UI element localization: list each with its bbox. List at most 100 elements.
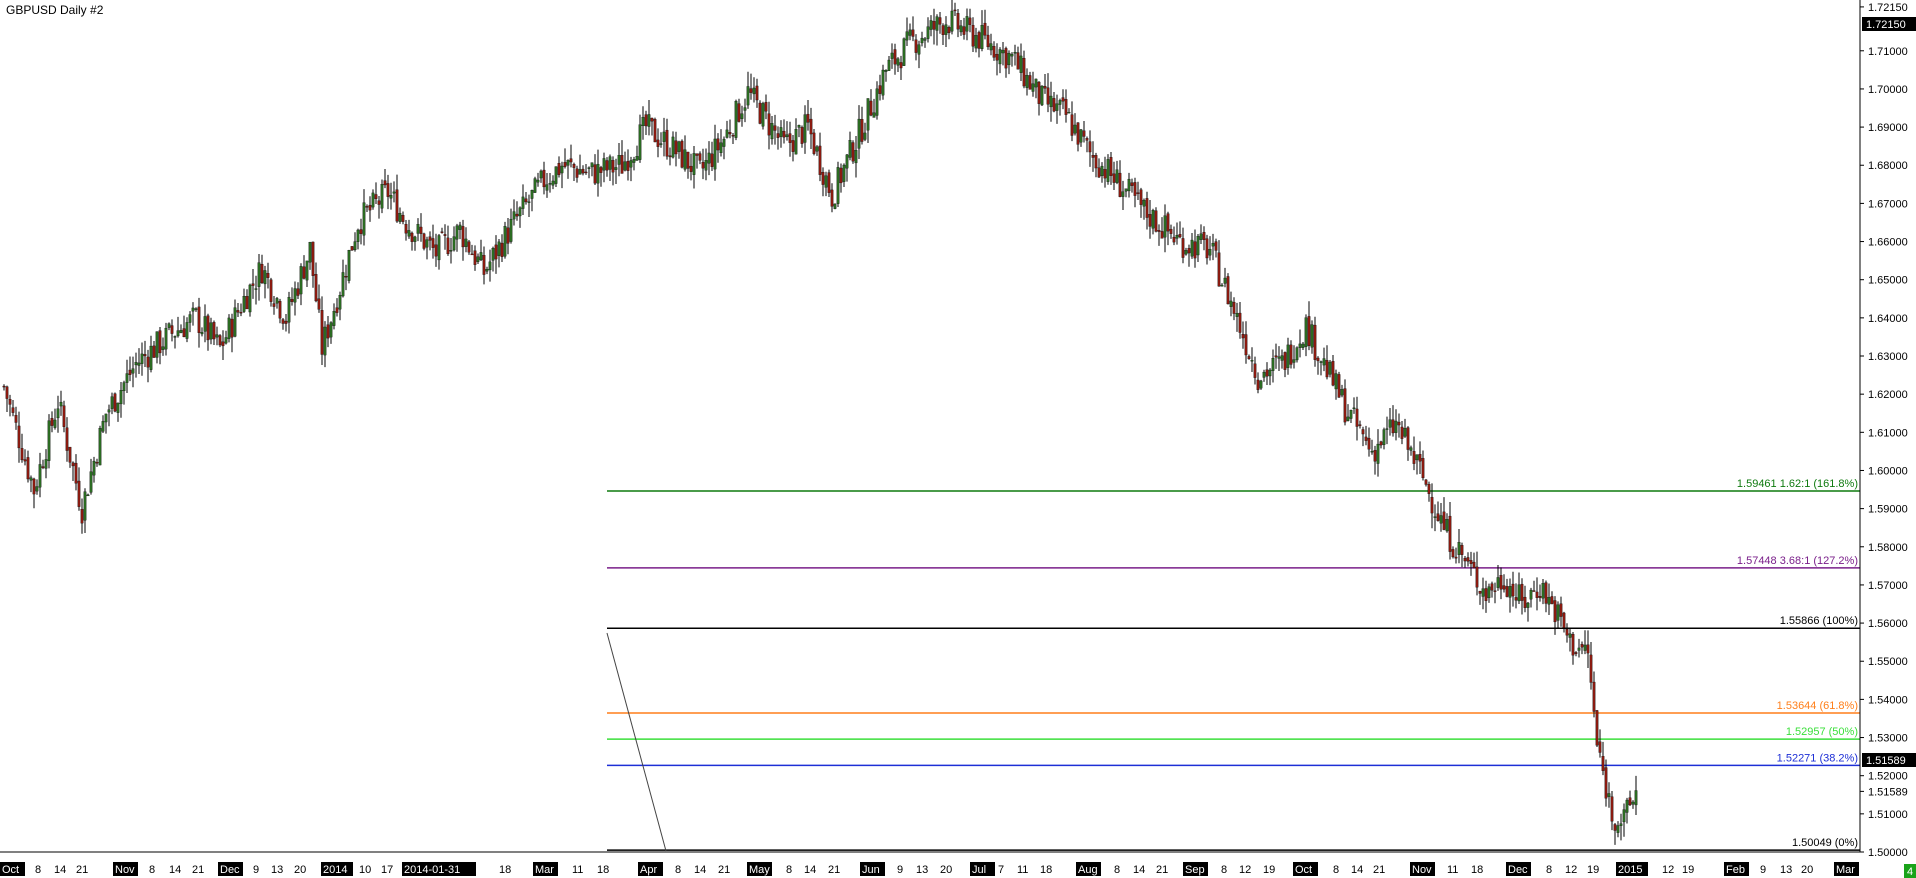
candle-body xyxy=(1325,360,1329,378)
candle-body xyxy=(707,152,711,164)
time-tick-label: 19 xyxy=(1587,864,1599,876)
candle-body xyxy=(1556,604,1560,621)
candle-body xyxy=(1544,582,1548,604)
candle-body xyxy=(1262,371,1266,378)
time-tick-label: Oct xyxy=(2,864,19,876)
candle-body xyxy=(1373,450,1377,462)
candle-body xyxy=(1028,75,1032,90)
candle-body xyxy=(950,10,954,32)
candle-body xyxy=(125,373,129,383)
candle-body xyxy=(1100,165,1104,177)
candle-body xyxy=(554,166,558,184)
candle-body xyxy=(1070,114,1074,136)
candle-body xyxy=(698,153,702,161)
candle-body xyxy=(2,385,6,388)
price-tick-label: 1.51589 xyxy=(1868,786,1908,798)
candle-body xyxy=(584,171,588,174)
time-tick-label: 12 xyxy=(1239,864,1251,876)
candle-body xyxy=(806,113,810,123)
candle-body xyxy=(1382,429,1386,445)
candle-body xyxy=(74,462,78,484)
candle-body xyxy=(158,330,162,354)
candle-body xyxy=(1169,228,1173,234)
candle-body xyxy=(1259,380,1263,389)
candle-body xyxy=(185,322,189,339)
fibonacci-levels[interactable]: 1.59461 1.62:1 (161.8%) 1.57448 3.68:1 (1… xyxy=(607,478,1860,851)
candle-body xyxy=(1004,48,1008,69)
candle-body xyxy=(407,230,411,237)
candle-body xyxy=(587,167,591,169)
candle-body xyxy=(1211,242,1215,247)
candle-body xyxy=(1499,575,1503,590)
candle-body xyxy=(275,298,279,304)
candle-body xyxy=(68,446,72,463)
candle-body xyxy=(296,288,300,296)
candle-body xyxy=(119,390,123,405)
time-tick-label: Nov xyxy=(115,864,135,876)
candle-body xyxy=(353,241,357,251)
candle-body xyxy=(1478,590,1482,594)
candle-body xyxy=(98,428,102,466)
candle-body xyxy=(38,464,42,488)
candle-body xyxy=(1178,234,1182,238)
candle-body xyxy=(1367,437,1371,450)
candle-body xyxy=(689,165,693,172)
candle-body xyxy=(932,21,936,30)
candle-body xyxy=(521,196,525,209)
candle-body xyxy=(1172,236,1176,243)
candlesticks xyxy=(2,0,1638,845)
candle-body xyxy=(929,20,933,30)
candle-body xyxy=(1592,681,1596,712)
candle-body xyxy=(569,158,573,163)
candle-body xyxy=(293,288,297,303)
candle-body xyxy=(1598,741,1602,753)
candle-body xyxy=(863,132,867,140)
candle-body xyxy=(413,236,417,242)
candle-body xyxy=(146,356,150,368)
time-tick-label: 8 xyxy=(1221,864,1227,876)
corner-badge[interactable]: 4 xyxy=(1904,864,1916,878)
time-tick-label: Jun xyxy=(862,864,880,876)
candle-body xyxy=(1112,173,1116,183)
candle-body xyxy=(617,155,621,165)
candle-body xyxy=(1292,359,1296,363)
candle-body xyxy=(1526,602,1530,608)
candle-body xyxy=(386,183,390,197)
candle-body xyxy=(1496,577,1500,588)
candle-body xyxy=(1376,443,1380,464)
candle-body xyxy=(1484,588,1488,601)
chart-title: GBPUSD Daily #2 xyxy=(6,3,104,17)
time-label-highlight xyxy=(638,862,663,876)
candle-body xyxy=(485,269,489,272)
candle-body xyxy=(677,141,681,152)
price-tick-label: 1.53000 xyxy=(1868,733,1908,745)
candle-body xyxy=(518,207,522,217)
candle-body xyxy=(152,345,156,358)
candle-body xyxy=(329,322,333,338)
candle-body xyxy=(1061,97,1065,102)
candle-body xyxy=(1463,557,1467,562)
candle-body xyxy=(599,167,603,173)
candle-body xyxy=(377,200,381,205)
time-tick-label: Mar xyxy=(535,864,554,876)
candle-body xyxy=(491,248,495,261)
candle-body xyxy=(1433,516,1437,518)
candle-body xyxy=(446,237,450,255)
time-tick-label: 13 xyxy=(916,864,928,876)
time-tick-label: 14 xyxy=(54,864,66,876)
candle-body xyxy=(356,229,360,242)
candle-body xyxy=(581,168,585,174)
candle-body xyxy=(395,189,399,222)
candle-body xyxy=(509,218,513,242)
candle-body xyxy=(578,169,582,175)
candle-body xyxy=(866,98,870,131)
candle-body xyxy=(812,132,816,154)
candle-body xyxy=(479,252,483,261)
high-price-tag: 1.72150 xyxy=(1862,17,1916,31)
candle-body xyxy=(1034,78,1038,88)
candle-body xyxy=(674,140,678,155)
candle-body xyxy=(452,236,456,251)
candle-body xyxy=(320,310,324,355)
candle-body xyxy=(770,123,774,140)
